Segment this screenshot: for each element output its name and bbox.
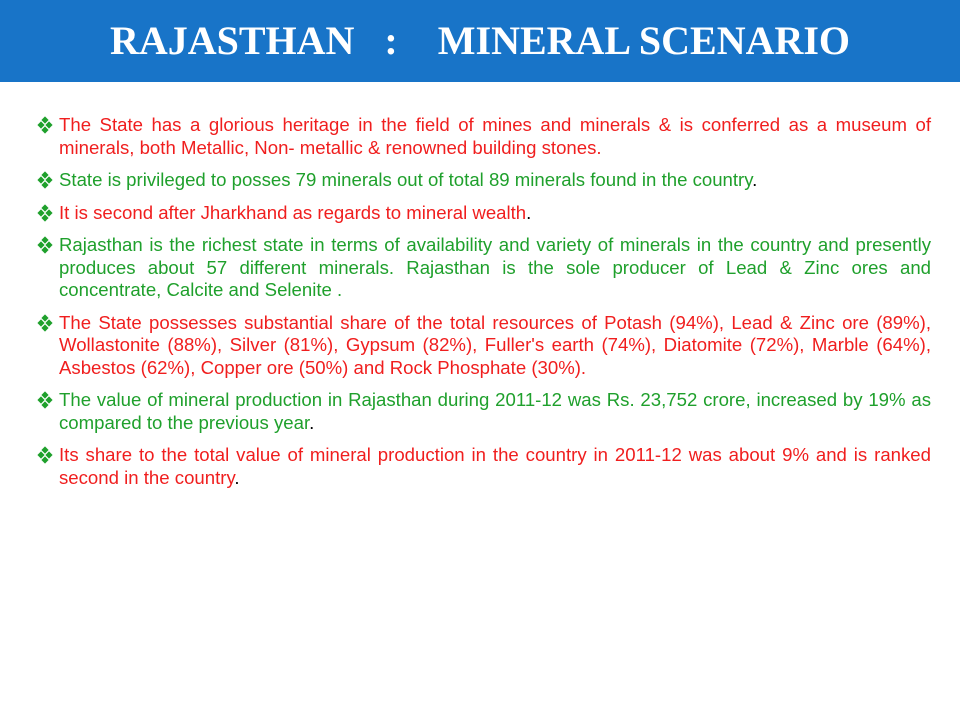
bullet-item-production-value: The value of mineral production in Rajas…: [36, 389, 931, 434]
bullet-text: The value of mineral production in Rajas…: [59, 389, 931, 433]
diamond-bullet-icon: [36, 170, 54, 190]
bullet-text: The State has a glorious heritage in the…: [59, 114, 931, 158]
bullet-item-national-share: Its share to the total value of mineral …: [36, 444, 931, 489]
bullet-text: Rajasthan is the richest state in terms …: [59, 234, 931, 300]
bullet-item-resources-share: The State possesses substantial share of…: [36, 312, 931, 380]
diamond-bullet-icon: [36, 203, 54, 223]
bullet-item-second-after-jharkhand: It is second after Jharkhand as regards …: [36, 202, 931, 225]
bullet-end: .: [234, 466, 240, 488]
bullet-text: The State possesses substantial share of…: [59, 311, 931, 378]
diamond-bullet-icon: [36, 115, 54, 135]
bullet-end: .: [526, 201, 532, 223]
bullet-end: .: [309, 411, 315, 433]
diamond-bullet-icon: [36, 445, 54, 465]
bullet-list: The State has a glorious heritage in the…: [36, 114, 931, 499]
diamond-bullet-icon: [36, 235, 54, 255]
page-title: RAJASTHAN : MINERAL SCENARIO: [109, 17, 851, 63]
bullet-text: It is second after Jharkhand as regards …: [59, 201, 527, 223]
bullet-text: State is privileged to posses 79 mineral…: [59, 169, 753, 190]
bullet-item-minerals-count: State is privileged to posses 79 mineral…: [36, 169, 931, 192]
diamond-bullet-icon: [36, 390, 54, 410]
bullet-text: Its share to the total value of mineral …: [59, 444, 931, 488]
diamond-bullet-icon: [36, 313, 54, 333]
bullet-item-richest-state: Rajasthan is the richest state in terms …: [36, 234, 931, 302]
bullet-item-heritage: The State has a glorious heritage in the…: [36, 114, 931, 159]
title-bar: RAJASTHAN : MINERAL SCENARIO: [0, 0, 960, 82]
bullet-end: .: [752, 169, 758, 190]
